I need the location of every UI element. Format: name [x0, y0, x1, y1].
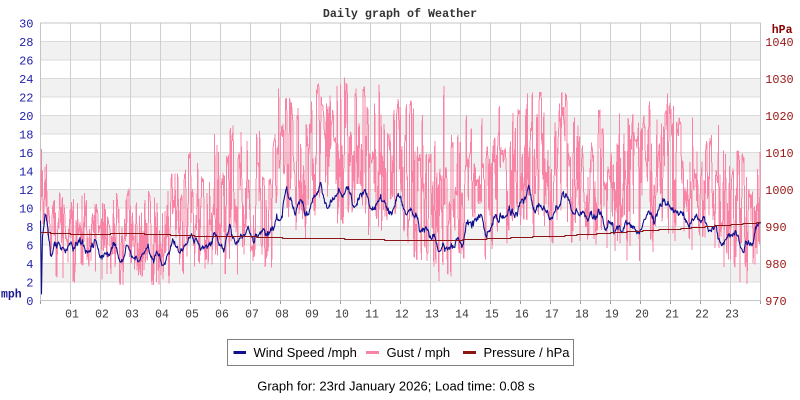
svg-text:1000: 1000 — [765, 184, 793, 198]
svg-text:mph: mph — [1, 289, 22, 302]
svg-text:08: 08 — [275, 309, 289, 322]
svg-text:980: 980 — [765, 258, 786, 272]
svg-text:4: 4 — [26, 258, 33, 272]
svg-text:Gust / mph: Gust / mph — [387, 345, 451, 360]
svg-text:15: 15 — [485, 309, 499, 322]
svg-text:13: 13 — [425, 309, 439, 322]
svg-text:22: 22 — [19, 92, 33, 106]
svg-text:1020: 1020 — [765, 110, 793, 124]
svg-text:1010: 1010 — [765, 147, 793, 161]
svg-text:01: 01 — [65, 309, 79, 322]
svg-text:10: 10 — [19, 203, 33, 217]
svg-text:0: 0 — [26, 295, 33, 309]
svg-text:16: 16 — [515, 309, 529, 322]
svg-text:28: 28 — [19, 36, 33, 50]
svg-text:970: 970 — [765, 295, 786, 309]
svg-text:03: 03 — [125, 309, 139, 322]
svg-text:26: 26 — [19, 55, 33, 69]
svg-text:1040: 1040 — [765, 36, 793, 50]
svg-text:19: 19 — [605, 309, 619, 322]
svg-text:hPa: hPa — [772, 24, 793, 37]
svg-text:6: 6 — [26, 240, 33, 254]
svg-text:18: 18 — [19, 129, 33, 143]
svg-text:2: 2 — [26, 277, 33, 291]
svg-text:990: 990 — [765, 221, 786, 235]
svg-text:02: 02 — [95, 309, 109, 322]
svg-text:18: 18 — [575, 309, 589, 322]
svg-text:8: 8 — [26, 221, 33, 235]
svg-text:16: 16 — [19, 147, 33, 161]
svg-text:30: 30 — [19, 18, 33, 32]
svg-text:Pressure / hPa: Pressure / hPa — [484, 345, 571, 360]
svg-text:Graph for: 23rd January 2026;: Graph for: 23rd January 2026; Load time:… — [257, 379, 535, 394]
svg-text:23: 23 — [725, 309, 739, 322]
svg-text:04: 04 — [155, 309, 169, 322]
svg-text:09: 09 — [305, 309, 319, 322]
svg-text:21: 21 — [665, 309, 679, 322]
svg-text:14: 14 — [19, 166, 33, 180]
svg-text:12: 12 — [395, 309, 409, 322]
svg-text:20: 20 — [19, 110, 33, 124]
svg-text:12: 12 — [19, 184, 33, 198]
svg-text:20: 20 — [635, 309, 649, 322]
svg-text:Daily graph of Weather: Daily graph of Weather — [323, 7, 477, 21]
svg-text:05: 05 — [185, 309, 199, 322]
svg-text:24: 24 — [19, 73, 33, 87]
svg-text:1030: 1030 — [765, 73, 793, 87]
svg-text:Wind Speed /mph: Wind Speed /mph — [254, 345, 357, 360]
svg-text:07: 07 — [245, 309, 259, 322]
svg-text:14: 14 — [455, 309, 469, 322]
svg-text:11: 11 — [365, 309, 379, 322]
svg-text:10: 10 — [335, 309, 349, 322]
svg-text:06: 06 — [215, 309, 229, 322]
svg-text:17: 17 — [545, 309, 559, 322]
svg-text:22: 22 — [695, 309, 709, 322]
